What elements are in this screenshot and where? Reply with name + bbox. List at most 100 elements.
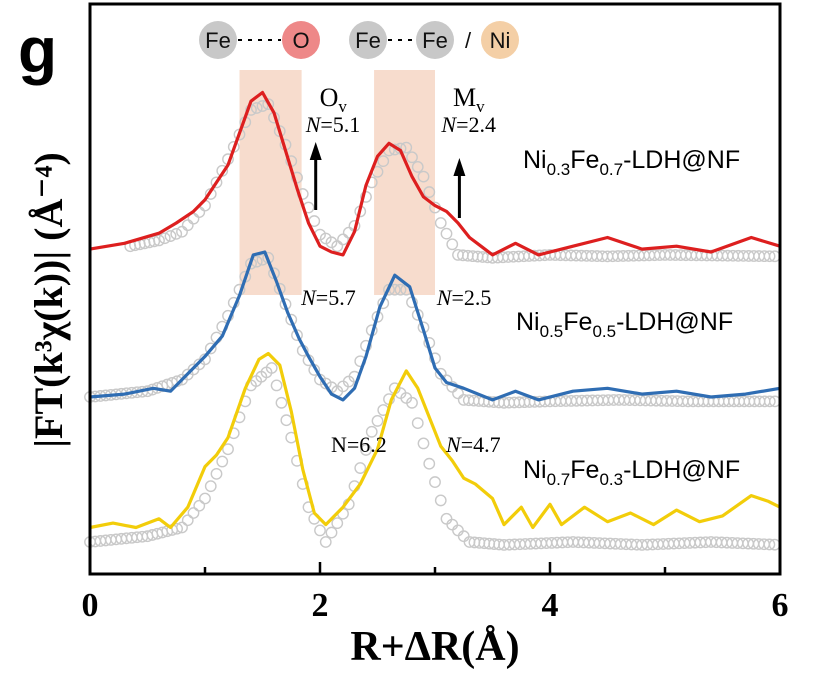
legend-fe-3: Fe: [422, 28, 448, 53]
fit-point: [171, 522, 183, 535]
fit-point: [417, 170, 430, 183]
fit-point: [365, 425, 378, 438]
fit-point: [406, 151, 418, 164]
coordination-label: N=5.7: [300, 285, 356, 310]
series-label-1: Ni0.3Fe0.7-LDH@NF: [523, 146, 740, 179]
y-axis-title: |FT(k³χ(k))| (Å⁻⁴): [26, 152, 71, 448]
fit-point: [170, 227, 183, 240]
fit-point: [319, 232, 332, 245]
fit-point: [331, 517, 344, 530]
fit-point: [406, 396, 418, 409]
legend-fe-2: Fe: [355, 28, 381, 53]
fit-point: [360, 444, 372, 456]
plot-lines: [84, 90, 781, 551]
x-axis-ticks: 0 2 4 6: [82, 562, 789, 624]
fit-point: [377, 155, 390, 168]
fit-point: [429, 476, 441, 488]
fit-point: [434, 217, 447, 229]
fit-point: [181, 219, 194, 232]
fit-point: [763, 250, 776, 263]
fit-point: [164, 230, 177, 242]
coordination-label: N=2.4: [440, 112, 496, 137]
fit-point: [423, 186, 436, 198]
series-line-1: [89, 90, 781, 257]
shaded-bands: Ov Mv: [239, 70, 485, 295]
fit-point: [280, 414, 293, 427]
legend-separator: /: [465, 28, 472, 53]
series-label-3: Ni0.7Fe0.3-LDH@NF: [523, 456, 740, 489]
legend-fe-2-circle: [349, 21, 387, 59]
fit-point: [176, 225, 188, 238]
fit-point: [199, 492, 211, 505]
fit-point: [158, 232, 171, 245]
fit-point: [285, 313, 298, 326]
fit-point: [325, 526, 338, 539]
legend-ni: Ni: [490, 28, 511, 53]
fit-point: [763, 538, 776, 551]
legend-ni-circle: [481, 21, 519, 59]
fit-point: [440, 512, 453, 525]
fit-point: [457, 530, 470, 543]
fit-point: [446, 238, 459, 251]
fit-point: [153, 234, 165, 247]
fit-points-1: [124, 98, 781, 264]
series-line-2: [89, 250, 781, 402]
legend-fe-1: Fe: [205, 28, 231, 53]
fit-point: [319, 377, 332, 390]
fit-point: [452, 387, 464, 400]
fit-point: [210, 467, 223, 480]
fit-point: [763, 395, 776, 408]
fit-point: [417, 437, 430, 450]
fit-point: [337, 233, 349, 246]
coordination-label: N=6.2: [331, 432, 387, 457]
fit-point: [216, 455, 229, 468]
fit-point: [400, 141, 413, 154]
atom-legend: Fe O Fe Fe Ni /: [199, 21, 519, 59]
fit-point: [319, 536, 332, 548]
x-tick-label: 4: [542, 587, 559, 624]
x-tick-label: 2: [312, 587, 329, 624]
x-tick-label: 6: [772, 587, 789, 624]
fit-point: [411, 161, 424, 173]
fit-point: [452, 524, 464, 537]
fit-point: [250, 102, 263, 114]
fit-point: [265, 362, 278, 374]
fit-point: [434, 494, 447, 507]
fit-point: [210, 176, 223, 189]
fit-point: [176, 521, 188, 534]
panel-label: g: [18, 14, 57, 86]
fit-point: [262, 98, 275, 111]
fit-point: [354, 462, 367, 474]
legend-fe-3-circle: [416, 21, 454, 59]
x-axis-title: R+ΔR(Å): [350, 624, 519, 670]
legend-fe-1-circle: [199, 21, 237, 59]
legend-o-circle: [282, 21, 320, 59]
fit-point: [434, 367, 447, 380]
fit-point: [181, 514, 194, 527]
fit-point: [423, 457, 436, 470]
fit-point: [270, 379, 283, 392]
fit-point: [394, 283, 407, 296]
series-label-2: Ni0.5Fe0.5-LDH@NF: [516, 308, 733, 341]
series-line-3: [89, 351, 781, 530]
series-labels: Ni0.3Fe0.7-LDH@NF Ni0.5Fe0.5-LDH@NF Ni0.7F…: [516, 146, 740, 489]
fit-point: [193, 499, 206, 512]
fit-point: [314, 524, 326, 537]
fit-point: [446, 518, 459, 531]
coordination-label: N=5.1: [305, 112, 361, 137]
fit-point: [204, 342, 217, 355]
fit-point: [256, 100, 269, 112]
fit-point: [275, 396, 288, 409]
fit-point: [325, 236, 338, 249]
coordination-label: N=2.5: [436, 285, 492, 310]
fit-point: [187, 212, 200, 225]
shaded-band-2: [374, 70, 435, 295]
fit-point: [222, 443, 234, 456]
coordination-label: N=4.7: [445, 432, 501, 457]
fit-point: [440, 227, 453, 240]
fit-point: [204, 480, 217, 493]
coordination-annotations: N=5.1 N=2.4 N=5.7 N=2.5 N=6.2 N=4.7: [300, 112, 501, 457]
x-tick-label: 0: [82, 587, 99, 624]
arrow-head: [453, 158, 466, 176]
